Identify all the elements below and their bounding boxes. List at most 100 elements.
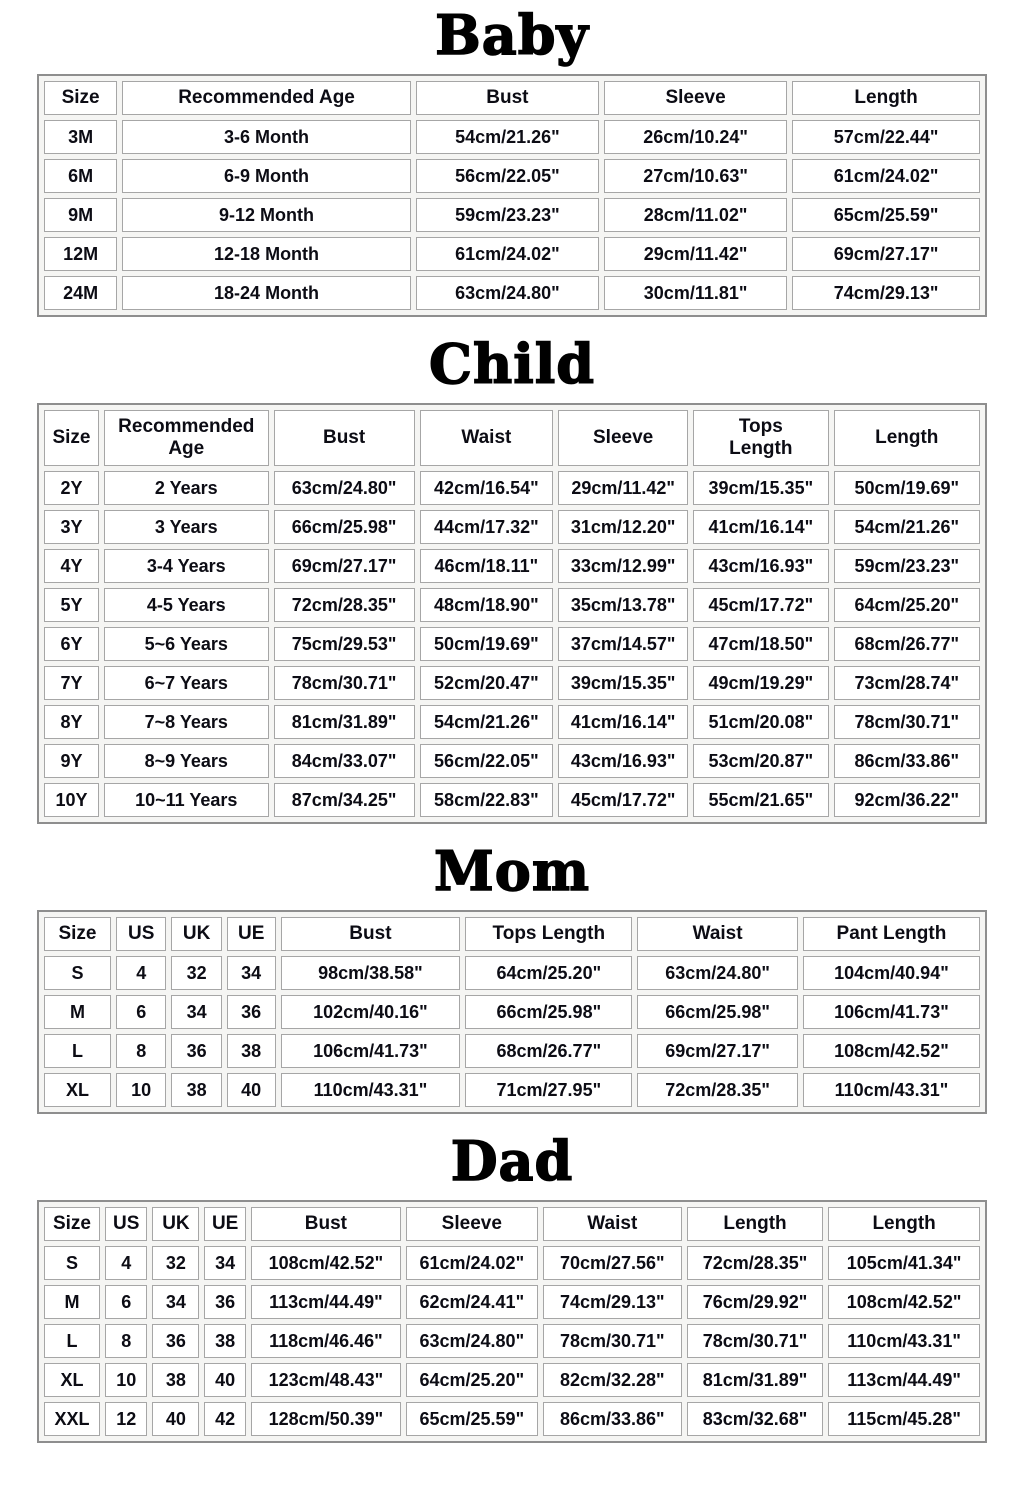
header-row: Size US UK UE Bust Tops Length Waist Pant Lengt… <box>44 917 980 952</box>
dad-size-table: Size US UK UE Bust Sleeve Waist Length Length S 4 3… <box>37 1200 987 1444</box>
table-row: XXL 12 40 42 128cm/50.39" 65cm/25.59" 86cm/33.… <box>44 1402 980 1437</box>
table-row: L 8 36 38 106cm/41.73" 68cm/26.77" 69cm/27.17"… <box>44 1034 980 1069</box>
column-header: Length <box>686 1207 824 1242</box>
table-cell: 32 <box>171 956 222 991</box>
table-cell: 106cm/41.73" <box>802 995 980 1030</box>
table-cell: 113cm/44.49" <box>828 1363 980 1398</box>
table-cell: S <box>44 1246 100 1281</box>
table-row: M 6 34 36 102cm/40.16" 66cm/25.98" 66cm/25.98"… <box>44 995 980 1030</box>
table-cell: 30cm/11.81" <box>604 276 788 311</box>
column-header: Size <box>44 1207 100 1242</box>
table-cell: 47cm/18.50" <box>693 627 829 662</box>
table-cell: 63cm/24.80" <box>637 956 798 991</box>
column-header: Bust <box>280 917 461 952</box>
table-cell: 118cm/46.46" <box>250 1324 401 1359</box>
table-cell: 68cm/26.77" <box>465 1034 633 1069</box>
table-cell: 74cm/29.13" <box>542 1285 682 1320</box>
table-cell: 66cm/25.98" <box>637 995 798 1030</box>
table-cell: 4-5 Years <box>103 588 269 623</box>
table-cell: 66cm/25.98" <box>465 995 633 1030</box>
table-cell: 69cm/27.17" <box>637 1034 798 1069</box>
mom-title: Mom <box>433 839 590 904</box>
table-cell: 45cm/17.72" <box>558 783 689 818</box>
table-cell: 98cm/38.58" <box>280 956 461 991</box>
table-cell: 6M <box>44 159 118 194</box>
table-cell: 42cm/16.54" <box>419 471 554 506</box>
table-cell: 61cm/24.02" <box>792 159 980 194</box>
table-cell: M <box>44 1285 100 1320</box>
table-row: 6M 6-9 Month 56cm/22.05" 27cm/10.63" 61cm/24… <box>44 159 980 194</box>
table-cell: 28cm/11.02" <box>604 198 788 233</box>
column-header: UK <box>171 917 222 952</box>
table-cell: 63cm/24.80" <box>405 1324 538 1359</box>
table-cell: S <box>44 956 111 991</box>
column-header: Length <box>833 410 980 467</box>
column-header: Size <box>44 917 111 952</box>
table-cell: 54cm/21.26" <box>415 120 599 155</box>
table-cell: 36 <box>204 1285 246 1320</box>
table-row: 6Y 5~6 Years 75cm/29.53" 50cm/19.69" 37cm/14… <box>44 627 980 662</box>
table-cell: 61cm/24.02" <box>415 237 599 272</box>
table-cell: 68cm/26.77" <box>833 627 980 662</box>
table-cell: 24M <box>44 276 118 311</box>
table-cell: 34 <box>204 1246 246 1281</box>
table-cell: 18-24 Month <box>122 276 411 311</box>
child-title: Child <box>428 332 596 397</box>
table-cell: 6-9 Month <box>122 159 411 194</box>
size-chart-page: Baby Size Recommended Age Bust Sleeve Length… <box>0 3 1024 1444</box>
table-cell: 52cm/20.47" <box>419 666 554 701</box>
table-cell: 86cm/33.86" <box>833 744 980 779</box>
table-row: S 4 32 34 108cm/42.52" 61cm/24.02" 70cm/27.56"… <box>44 1246 980 1281</box>
table-cell: 34 <box>171 995 222 1030</box>
table-cell: 44cm/17.32" <box>419 510 554 545</box>
table-cell: 123cm/48.43" <box>250 1363 401 1398</box>
table-cell: 128cm/50.39" <box>250 1402 401 1437</box>
table-cell: 78cm/30.71" <box>273 666 415 701</box>
table-cell: 36 <box>226 995 276 1030</box>
table-cell: 76cm/29.92" <box>686 1285 824 1320</box>
table-cell: 3-6 Month <box>122 120 411 155</box>
table-cell: 49cm/19.29" <box>693 666 829 701</box>
table-cell: 12-18 Month <box>122 237 411 272</box>
table-cell: 38 <box>226 1034 276 1069</box>
table-cell: 34 <box>152 1285 200 1320</box>
table-cell: M <box>44 995 111 1030</box>
mom-section: Mom Size US UK UE Bust Tops Length Waist Pant L… <box>0 839 1024 1115</box>
table-cell: 81cm/31.89" <box>273 705 415 740</box>
header-row: Size Recommended Age Bust Sleeve Length <box>44 81 980 116</box>
table-cell: 56cm/22.05" <box>415 159 599 194</box>
table-row: 12M 12-18 Month 61cm/24.02" 29cm/11.42" 69cm… <box>44 237 980 272</box>
table-cell: 38 <box>152 1363 200 1398</box>
table-cell: 59cm/23.23" <box>833 549 980 584</box>
table-row: 9Y 8~9 Years 84cm/33.07" 56cm/22.05" 43cm/16… <box>44 744 980 779</box>
table-cell: 38 <box>171 1073 222 1108</box>
table-cell: 31cm/12.20" <box>558 510 689 545</box>
table-cell: 46cm/18.11" <box>419 549 554 584</box>
dad-section: Dad Size US UK UE Bust Sleeve Waist Length Lengt… <box>0 1129 1024 1444</box>
table-row: 7Y 6~7 Years 78cm/30.71" 52cm/20.47" 39cm/15… <box>44 666 980 701</box>
table-cell: 92cm/36.22" <box>833 783 980 818</box>
table-cell: 75cm/29.53" <box>273 627 415 662</box>
table-cell: 5~6 Years <box>103 627 269 662</box>
table-cell: 64cm/25.20" <box>833 588 980 623</box>
child-size-table: Size Recommended Age Bust Waist Sleeve Tops L… <box>37 403 987 825</box>
table-cell: 72cm/28.35" <box>273 588 415 623</box>
table-cell: 51cm/20.08" <box>693 705 829 740</box>
column-header: UK <box>152 1207 200 1242</box>
table-cell: 70cm/27.56" <box>542 1246 682 1281</box>
table-cell: 86cm/33.86" <box>542 1402 682 1437</box>
table-cell: 3M <box>44 120 118 155</box>
table-cell: 8 <box>105 1324 148 1359</box>
baby-size-table: Size Recommended Age Bust Sleeve Length 3M 3-6… <box>37 74 987 318</box>
table-cell: 34 <box>226 956 276 991</box>
column-header: Waist <box>542 1207 682 1242</box>
table-cell: 108cm/42.52" <box>250 1246 401 1281</box>
table-cell: 38 <box>204 1324 246 1359</box>
table-cell: 41cm/16.14" <box>558 705 689 740</box>
table-cell: 115cm/45.28" <box>828 1402 980 1437</box>
dad-title: Dad <box>450 1129 574 1194</box>
table-cell: 69cm/27.17" <box>273 549 415 584</box>
table-cell: 45cm/17.72" <box>693 588 829 623</box>
table-cell: 66cm/25.98" <box>273 510 415 545</box>
column-header: Sleeve <box>405 1207 538 1242</box>
